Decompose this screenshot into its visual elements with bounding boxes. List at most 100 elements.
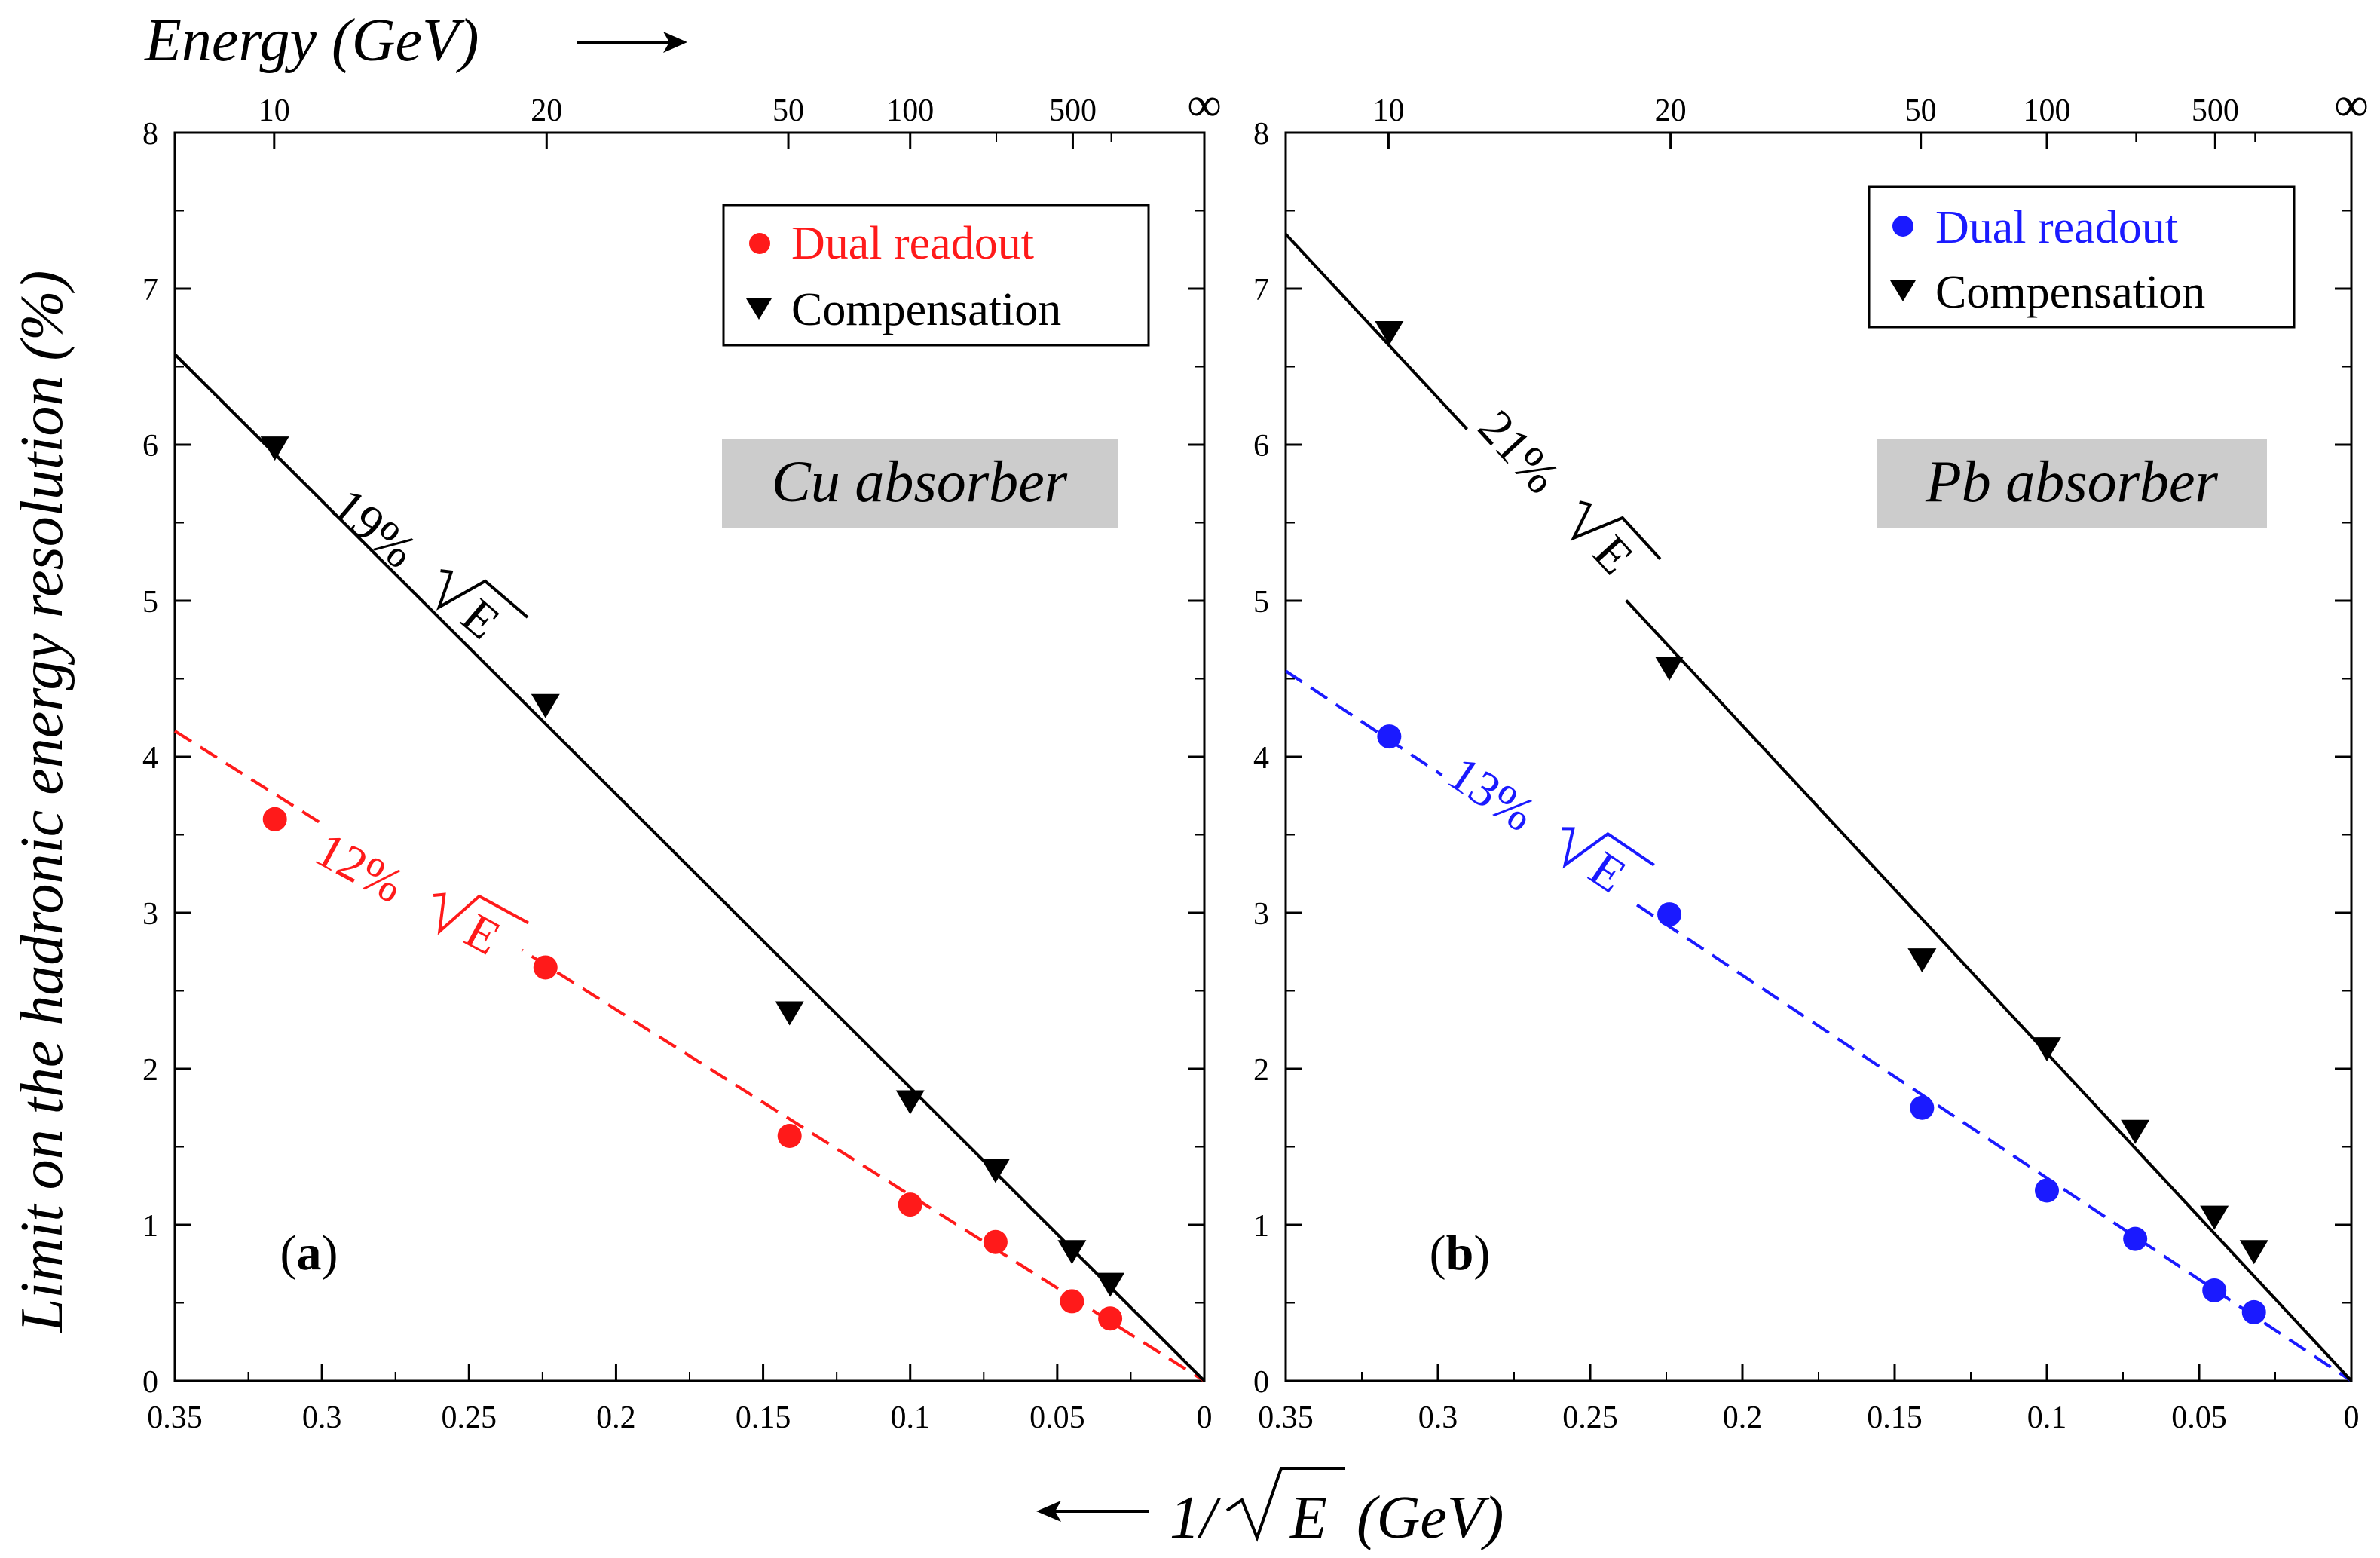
panel-b-y-tick-label: 1 [1253, 1209, 1269, 1244]
panel-b-fit-line-compensation [1284, 233, 2353, 1382]
panel-a-y-tick-label: 1 [142, 1209, 158, 1244]
panel-b-point-dual [2241, 1299, 2266, 1324]
panel-b-absorber-box [1877, 439, 2267, 528]
panel-b-x-tick-label: 0.3 [1418, 1400, 1458, 1435]
panel-b-x-tick-label: 0.05 [2171, 1400, 2227, 1435]
x-axis-title-unit: (GeV) [1357, 1485, 1504, 1551]
panel-a-x-tick-label: 0.2 [596, 1400, 636, 1435]
panel-b-top-tick-label: 20 [1655, 93, 1687, 128]
panel-a-top-tick-label: 10 [258, 93, 290, 128]
panel-a-point-compensation [895, 1090, 925, 1115]
panel-a-point-compensation [531, 693, 560, 718]
panel-b-point-dual [1657, 902, 1682, 927]
panel-a-x-tick-label: 0.35 [147, 1400, 203, 1435]
panel-b-point-dual [1910, 1095, 1935, 1120]
y-axis-title: Limit on the hadronic energy resolution … [9, 271, 75, 1333]
panel-a-legend-circle-marker [749, 233, 770, 254]
panel-a-top-tick-label: 20 [531, 93, 562, 128]
panel-a-point-dual [898, 1192, 922, 1217]
panel-b-point-compensation [1907, 948, 1937, 973]
panel-a-fit-line-dual [173, 730, 1206, 1382]
panel-a-top-tick-label: 50 [772, 93, 804, 128]
panel-a-point-compensation [775, 1001, 804, 1026]
panel-a-point-compensation [980, 1159, 1010, 1183]
panel-b-label: (b) [1430, 1226, 1491, 1281]
panel-a-label-letter: a [297, 1226, 322, 1281]
x-axis-title-sqrt-sign [1225, 1467, 1345, 1542]
panel-a-y-tick-label: 4 [142, 741, 158, 776]
top-axis-title: Energy (GeV) [144, 8, 479, 74]
panel-a-point-dual [533, 955, 558, 980]
panel-a-point-dual [1060, 1289, 1084, 1314]
x-axis-title-radicand: E [1289, 1485, 1327, 1551]
panel-a-point-compensation [1096, 1272, 1125, 1297]
panel-a-x-tick-label: 0.1 [890, 1400, 930, 1435]
panel-b-point-dual [2202, 1278, 2227, 1302]
panel-a-cu: 0.35 0.3 0.25 0.2 0.15 0.1 0.05 0 0 1 2 3 4 5 6 7 8 10 20 5… [142, 78, 1222, 1435]
panel-b-top-tick-label: ∞ [2334, 78, 2369, 131]
panel-a-y-tick-label: 5 [142, 585, 158, 620]
panel-b-x-tick-label: 0.2 [1723, 1400, 1763, 1435]
panel-a-y-tick-label: 8 [142, 117, 158, 152]
panel-b-legend-circle-marker [1892, 216, 1913, 237]
panel-a-y-tick-label: 6 [142, 429, 158, 464]
panel-a-point-dual [262, 807, 287, 831]
panel-a-point-compensation [260, 436, 289, 461]
top-axis-arrow [577, 32, 687, 53]
panel-b-point-compensation [2239, 1240, 2268, 1265]
panel-a-legend-box [722, 204, 1150, 347]
panel-a-x-tick-label: 0.3 [302, 1400, 342, 1435]
panel-b-y-tick-label: 7 [1253, 273, 1269, 308]
panel-a-fit-line-compensation [173, 353, 1206, 1382]
panel-a-legend-triangle-marker [746, 298, 772, 320]
panel-b-top-tick-label: 500 [2192, 93, 2239, 128]
panel-b-x-tick-label: 0.25 [1562, 1400, 1618, 1435]
panel-b-point-compensation [2033, 1037, 2061, 1062]
panel-b-y-tick-label: 5 [1253, 585, 1269, 620]
panel-b-point-compensation [1375, 320, 1404, 345]
panel-a-top-tick-label: 500 [1049, 93, 1097, 128]
panel-a-legend-dual-readout: Dual readout [791, 218, 1034, 269]
panel-b-y-tick-label: 6 [1253, 429, 1269, 464]
panel-a-top-tick-label: 100 [886, 93, 934, 128]
panel-a-absorber-label: Cu absorber [772, 448, 1068, 514]
panel-a-absorber-box [722, 439, 1118, 528]
panel-b-x-tick-label: 0.35 [1258, 1400, 1314, 1435]
panel-b-legend-compensation: Compensation [1935, 267, 2205, 318]
x-axis-title: 1/ E (GeV) [1036, 1467, 1504, 1551]
panel-a-point-dual [983, 1229, 1008, 1254]
panel-a-point-dual [777, 1124, 802, 1149]
panel-a-x-tick-label: 0.05 [1029, 1400, 1085, 1435]
x-axis-title-prefix: 1/ [1170, 1485, 1222, 1551]
panel-a-x-tick-label: 0.25 [442, 1400, 497, 1435]
panel-b-x-tick-label: 0.15 [1867, 1400, 1923, 1435]
panel-b-top-tick-label: 100 [2024, 93, 2071, 128]
panel-a-label: (a) [280, 1226, 338, 1281]
panel-a-x-tick-label: 0 [1197, 1400, 1213, 1435]
panel-b-label-letter: b [1446, 1226, 1474, 1281]
panel-b-legend: Dual readout Compensation [1868, 185, 2296, 329]
panel-b-x-tick-label: 0.1 [2027, 1400, 2067, 1435]
panel-a-y-tick-label: 2 [142, 1053, 158, 1088]
panel-b-point-compensation [2200, 1205, 2229, 1230]
panel-b-point-dual [2123, 1226, 2148, 1251]
panel-a-point-compensation [1057, 1240, 1087, 1265]
panel-a-y-tick-label: 0 [142, 1365, 158, 1400]
panel-b-point-compensation [1655, 657, 1684, 681]
panel-b-x-tick-label: 0 [2344, 1400, 2360, 1435]
panel-a-x-tick-label: 0.15 [736, 1400, 791, 1435]
panel-b-legend-box [1868, 185, 2296, 329]
panel-b-absorber-label: Pb absorber [1925, 448, 2218, 514]
panel-b-top-tick-label: 10 [1372, 93, 1404, 128]
panel-a-point-dual [1098, 1306, 1123, 1331]
panel-b-y-tick-label: 0 [1253, 1365, 1269, 1400]
panel-b-legend-triangle-marker [1890, 280, 1916, 301]
panel-b-legend-dual-readout: Dual readout [1935, 202, 2178, 253]
panel-b-y-tick-label: 4 [1253, 741, 1269, 776]
panel-a-top-tick-label: ∞ [1187, 78, 1222, 131]
panel-b-y-tick-label: 8 [1253, 117, 1269, 152]
panel-a-y-tick-label: 3 [142, 897, 158, 932]
panel-b-top-tick-label: 50 [1905, 93, 1937, 128]
panel-a-y-tick-label: 7 [142, 273, 158, 308]
